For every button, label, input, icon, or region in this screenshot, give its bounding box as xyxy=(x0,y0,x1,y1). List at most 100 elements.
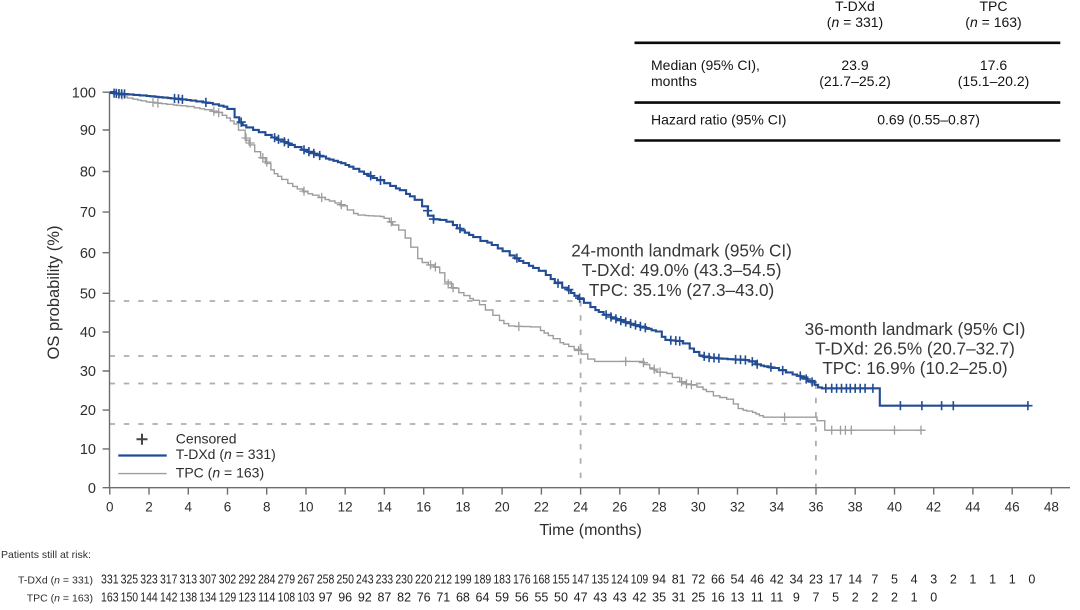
svg-text:114: 114 xyxy=(258,590,276,604)
svg-text:11: 11 xyxy=(770,590,783,604)
svg-text:144: 144 xyxy=(140,590,158,604)
svg-text:129: 129 xyxy=(219,590,237,604)
svg-text:TPC (n = 163): TPC (n = 163) xyxy=(27,592,93,604)
svg-text:1: 1 xyxy=(989,572,996,586)
svg-text:43: 43 xyxy=(613,590,627,604)
svg-text:317: 317 xyxy=(160,572,178,586)
svg-text:40: 40 xyxy=(80,325,96,341)
svg-text:134: 134 xyxy=(199,590,217,604)
svg-text:284: 284 xyxy=(258,572,276,586)
svg-text:23: 23 xyxy=(809,572,823,586)
svg-text:40: 40 xyxy=(887,500,902,515)
svg-text:155: 155 xyxy=(552,572,570,586)
svg-text:243: 243 xyxy=(356,572,374,586)
svg-text:Hazard ratio (95% CI): Hazard ratio (95% CI) xyxy=(651,112,786,128)
svg-text:OS probability (%): OS probability (%) xyxy=(45,226,63,360)
svg-text:5: 5 xyxy=(832,590,839,604)
svg-text:42: 42 xyxy=(770,572,784,586)
svg-text:14: 14 xyxy=(848,572,862,586)
svg-text:42: 42 xyxy=(633,590,647,604)
svg-text:71: 71 xyxy=(436,590,450,604)
svg-text:80: 80 xyxy=(80,165,96,181)
svg-text:0: 0 xyxy=(88,481,96,497)
svg-text:292: 292 xyxy=(238,572,256,586)
svg-text:10: 10 xyxy=(298,500,313,515)
svg-text:92: 92 xyxy=(358,590,372,604)
svg-text:48: 48 xyxy=(1044,500,1059,515)
svg-text:81: 81 xyxy=(672,572,686,586)
svg-text:90: 90 xyxy=(80,123,96,139)
svg-text:70: 70 xyxy=(80,205,96,221)
svg-text:T-DXd (n = 331): T-DXd (n = 331) xyxy=(176,446,276,462)
svg-text:142: 142 xyxy=(160,590,178,604)
svg-text:258: 258 xyxy=(317,572,335,586)
svg-text:(n = 163): (n = 163) xyxy=(965,14,1021,30)
svg-text:11: 11 xyxy=(751,590,764,604)
svg-text:42: 42 xyxy=(926,500,941,515)
svg-text:3: 3 xyxy=(930,572,937,586)
svg-text:135: 135 xyxy=(591,572,609,586)
svg-text:2: 2 xyxy=(891,590,898,604)
svg-text:26: 26 xyxy=(612,500,627,515)
svg-text:38: 38 xyxy=(848,500,863,515)
svg-text:168: 168 xyxy=(533,572,551,586)
svg-text:T-DXd (n = 331): T-DXd (n = 331) xyxy=(18,574,93,586)
svg-text:123: 123 xyxy=(238,590,256,604)
svg-text:163: 163 xyxy=(101,590,119,604)
svg-text:108: 108 xyxy=(278,590,296,604)
svg-text:10: 10 xyxy=(80,442,96,458)
svg-text:13: 13 xyxy=(731,590,745,604)
svg-text:267: 267 xyxy=(297,572,315,586)
svg-text:100: 100 xyxy=(72,85,96,101)
svg-text:109: 109 xyxy=(631,572,649,586)
svg-text:17: 17 xyxy=(829,572,843,586)
svg-text:60: 60 xyxy=(80,246,96,262)
svg-text:1: 1 xyxy=(911,590,918,604)
svg-text:66: 66 xyxy=(711,572,725,586)
svg-text:46: 46 xyxy=(750,572,764,586)
svg-text:331: 331 xyxy=(101,572,119,586)
svg-text:35: 35 xyxy=(652,590,666,604)
svg-text:16: 16 xyxy=(711,590,725,604)
svg-text:0: 0 xyxy=(930,590,937,604)
svg-text:59: 59 xyxy=(495,590,509,604)
svg-text:176: 176 xyxy=(513,572,531,586)
svg-text:1: 1 xyxy=(969,572,976,586)
svg-text:307: 307 xyxy=(199,572,217,586)
svg-text:68: 68 xyxy=(456,590,470,604)
svg-text:18: 18 xyxy=(455,500,470,515)
svg-text:2: 2 xyxy=(145,500,153,515)
svg-text:323: 323 xyxy=(140,572,158,586)
svg-text:138: 138 xyxy=(180,590,198,604)
svg-text:20: 20 xyxy=(80,403,96,419)
svg-text:36: 36 xyxy=(808,500,823,515)
svg-text:87: 87 xyxy=(377,590,391,604)
svg-text:(21.7–25.2): (21.7–25.2) xyxy=(819,73,891,89)
svg-text:5: 5 xyxy=(891,572,898,586)
svg-text:325: 325 xyxy=(121,572,139,586)
svg-text:(15.1–20.2): (15.1–20.2) xyxy=(958,73,1030,89)
svg-text:199: 199 xyxy=(454,572,472,586)
svg-text:56: 56 xyxy=(515,590,529,604)
svg-text:7: 7 xyxy=(813,590,820,604)
svg-text:46: 46 xyxy=(1005,500,1020,515)
svg-text:36-month landmark (95% CI): 36-month landmark (95% CI) xyxy=(805,319,1026,339)
svg-text:20: 20 xyxy=(495,500,510,515)
svg-text:25: 25 xyxy=(691,590,705,604)
svg-text:months: months xyxy=(651,73,697,89)
svg-text:Time (months): Time (months) xyxy=(539,522,642,539)
svg-text:97: 97 xyxy=(319,590,333,604)
svg-text:7: 7 xyxy=(871,572,878,586)
svg-text:313: 313 xyxy=(180,572,198,586)
svg-text:24-month landmark (95% CI): 24-month landmark (95% CI) xyxy=(571,240,792,260)
svg-text:6: 6 xyxy=(224,500,232,515)
svg-text:12: 12 xyxy=(338,500,353,515)
svg-text:212: 212 xyxy=(435,572,453,586)
svg-text:103: 103 xyxy=(297,590,315,604)
svg-text:44: 44 xyxy=(965,500,981,515)
svg-text:4: 4 xyxy=(911,572,918,586)
svg-text:50: 50 xyxy=(80,286,96,302)
svg-text:17.6: 17.6 xyxy=(980,57,1007,73)
svg-text:Median (95% CI),: Median (95% CI), xyxy=(651,57,760,73)
svg-text:0: 0 xyxy=(1028,572,1035,586)
